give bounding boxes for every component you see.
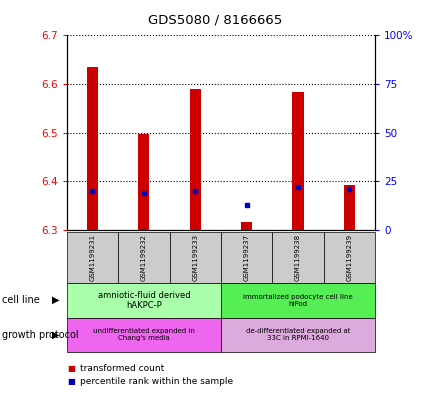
Text: immortalized podocyte cell line
hIPod: immortalized podocyte cell line hIPod <box>243 294 352 307</box>
Text: ▶: ▶ <box>52 295 60 305</box>
Bar <box>292 92 303 230</box>
Text: amniotic-fluid derived
hAKPC-P: amniotic-fluid derived hAKPC-P <box>97 290 190 310</box>
Text: ▶: ▶ <box>52 330 60 340</box>
Bar <box>86 68 98 230</box>
Text: GSM1199232: GSM1199232 <box>141 234 147 281</box>
Bar <box>138 134 149 230</box>
Text: de-differentiated expanded at
33C in RPMI-1640: de-differentiated expanded at 33C in RPM… <box>245 328 349 342</box>
Text: GSM1199237: GSM1199237 <box>243 234 249 281</box>
Text: percentile rank within the sample: percentile rank within the sample <box>80 377 232 386</box>
Text: ■: ■ <box>67 364 74 373</box>
Bar <box>343 185 354 230</box>
Text: ■: ■ <box>67 377 74 386</box>
Text: GDS5080 / 8166665: GDS5080 / 8166665 <box>148 14 282 27</box>
Text: growth protocol: growth protocol <box>2 330 79 340</box>
Text: undifferentiated expanded in
Chang's media: undifferentiated expanded in Chang's med… <box>93 328 194 342</box>
Text: GSM1199238: GSM1199238 <box>294 234 300 281</box>
Text: GSM1199239: GSM1199239 <box>345 234 351 281</box>
Bar <box>189 89 200 230</box>
Text: GSM1199231: GSM1199231 <box>89 234 95 281</box>
Text: cell line: cell line <box>2 295 40 305</box>
Text: GSM1199233: GSM1199233 <box>192 234 198 281</box>
Bar <box>240 222 252 230</box>
Text: transformed count: transformed count <box>80 364 163 373</box>
